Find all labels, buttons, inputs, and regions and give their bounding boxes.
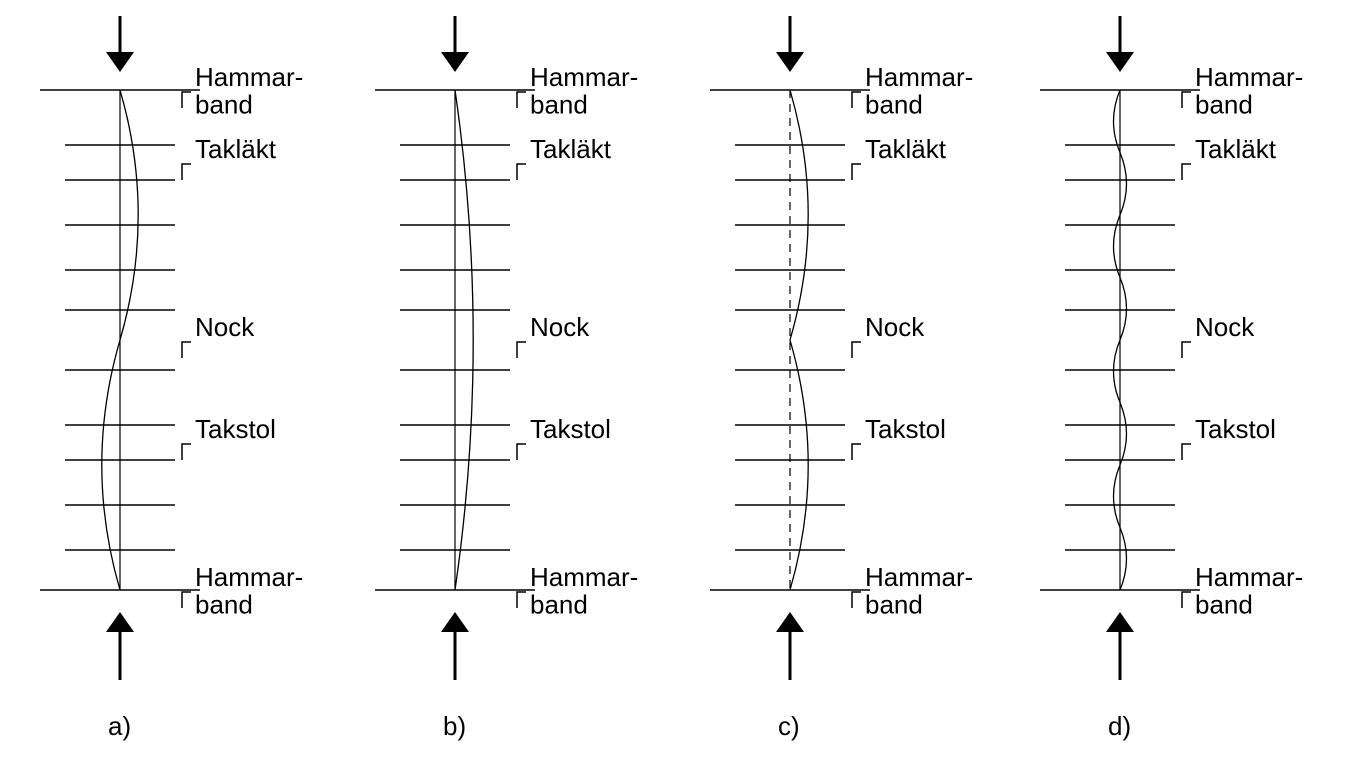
panel-b: Hammar-band Takläkt Nock Takstol Hammar-band…: [375, 16, 638, 741]
label-hammarband_bot: Hammar-band: [865, 562, 973, 619]
caption-b: b): [443, 711, 466, 741]
panel-d: Hammar-band Takläkt Nock Takstol Hammar-band…: [1040, 16, 1303, 741]
panel-a: Hammar-band Takläkt Nock Takstol Hammar-band…: [40, 16, 303, 741]
label-hammarband_bot: Hammar-band: [530, 562, 638, 619]
label-nock: Nock: [530, 312, 590, 342]
label-hammarband_bot: Hammar-band: [195, 562, 303, 619]
label-takstol: Takstol: [865, 414, 946, 444]
label-taklakt: Takläkt: [530, 134, 612, 164]
caption-c: c): [778, 711, 800, 741]
label-nock: Nock: [195, 312, 255, 342]
label-hammarband_top: Hammar-band: [1195, 62, 1303, 119]
label-hammarband_top: Hammar-band: [195, 62, 303, 119]
diagram-svg: Hammar-band Takläkt Nock Takstol Hammar-band…: [0, 0, 1355, 763]
caption-a: a): [108, 711, 131, 741]
label-hammarband_top: Hammar-band: [865, 62, 973, 119]
caption-d: d): [1108, 711, 1131, 741]
label-nock: Nock: [865, 312, 925, 342]
diagram-stage: Hammar-band Takläkt Nock Takstol Hammar-band…: [0, 0, 1355, 763]
buckling-curve: [455, 90, 473, 590]
label-takstol: Takstol: [195, 414, 276, 444]
label-taklakt: Takläkt: [195, 134, 277, 164]
label-taklakt: Takläkt: [865, 134, 947, 164]
label-takstol: Takstol: [530, 414, 611, 444]
label-takstol: Takstol: [1195, 414, 1276, 444]
label-hammarband_top: Hammar-band: [530, 62, 638, 119]
buckling-curve: [790, 90, 808, 590]
label-taklakt: Takläkt: [1195, 134, 1277, 164]
label-nock: Nock: [1195, 312, 1255, 342]
panel-c: Hammar-band Takläkt Nock Takstol Hammar-band…: [710, 16, 973, 741]
label-hammarband_bot: Hammar-band: [1195, 562, 1303, 619]
